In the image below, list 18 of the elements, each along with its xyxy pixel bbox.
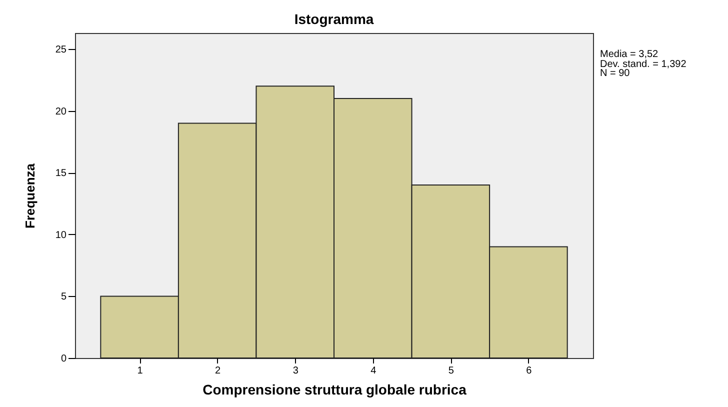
x-tick-label: 3 — [292, 366, 299, 376]
chart-title: Istogramma — [294, 11, 374, 27]
y-tick-label: 25 — [55, 44, 67, 56]
x-tick-label: 4 — [370, 366, 377, 376]
x-tick-label: 5 — [448, 366, 454, 376]
text: Dev. stand. = 1,392 — [600, 58, 686, 70]
x-tick-label: 1 — [137, 366, 144, 376]
x-tick-label: 2 — [215, 366, 222, 376]
text: N = 90 — [600, 68, 631, 79]
y-tick-label: 15 — [55, 168, 67, 180]
y-axis-title: Frequenza — [22, 162, 38, 229]
y-tick-label: 20 — [55, 106, 67, 118]
x-tick-label: 6 — [526, 366, 532, 376]
x-axis-title: Comprensione struttura globale rubrica — [202, 382, 467, 398]
y-tick-label: 0 — [60, 354, 67, 364]
y-tick-label: 5 — [60, 292, 67, 303]
y-tick-label: 10 — [55, 230, 67, 241]
text: Media = 3,52 — [600, 49, 660, 60]
